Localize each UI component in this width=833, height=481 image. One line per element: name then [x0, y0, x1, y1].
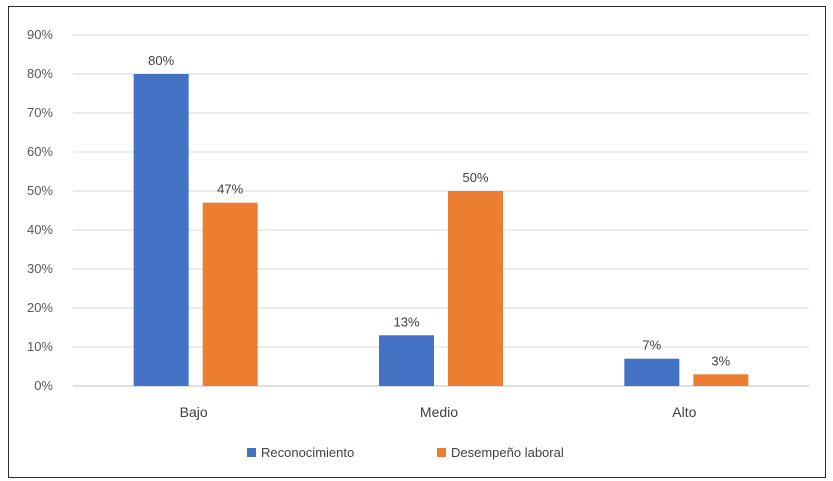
bar-desempeno-laboral-alto — [693, 374, 749, 386]
chart-frame: 0% 10% 20% 30% 40% 50% 60% 70% 80% 90% 80% 47% 13% 5… — [8, 6, 826, 478]
bar-reconocimiento-bajo — [133, 74, 189, 386]
data-label: 80% — [148, 53, 174, 68]
category-label-bajo: Bajo — [180, 404, 208, 420]
data-label: 50% — [462, 170, 488, 185]
bar-chart: 0% 10% 20% 30% 40% 50% 60% 70% 80% 90% 80% 47% 13% 5… — [27, 27, 809, 460]
category-label-medio: Medio — [420, 404, 458, 420]
y-tick-label: 10% — [27, 339, 53, 354]
bar-desempeno-laboral-bajo — [202, 202, 258, 386]
y-tick-label: 60% — [27, 144, 53, 159]
gridlines — [73, 34, 809, 387]
y-tick-label: 30% — [27, 261, 53, 276]
data-label: 3% — [711, 353, 730, 368]
bar-desempeno-laboral-medio — [448, 191, 503, 386]
y-axis-ticks: 0% 10% 20% 30% 40% 50% 60% 70% 80% 90% — [27, 27, 53, 393]
legend-label: Reconocimiento — [261, 445, 354, 460]
bars — [133, 74, 749, 386]
category-label-alto: Alto — [672, 404, 696, 420]
y-tick-label: 20% — [27, 300, 53, 315]
y-tick-label: 0% — [34, 378, 53, 393]
data-labels: 80% 47% 13% 50% 7% 3% — [148, 53, 731, 368]
data-label: 47% — [217, 182, 243, 197]
y-tick-label: 70% — [27, 105, 53, 120]
legend-swatch — [437, 448, 446, 457]
y-tick-label: 40% — [27, 222, 53, 237]
legend: Reconocimiento Desempeño laboral — [247, 445, 564, 460]
category-labels: Bajo Medio Alto — [180, 404, 697, 420]
y-tick-label: 80% — [27, 66, 53, 81]
data-label: 7% — [642, 338, 661, 353]
y-tick-label: 90% — [27, 27, 53, 42]
legend-label: Desempeño laboral — [451, 445, 564, 460]
data-label: 13% — [393, 314, 419, 329]
bar-reconocimiento-medio — [379, 335, 434, 386]
bar-reconocimiento-alto — [624, 358, 680, 386]
y-tick-label: 50% — [27, 183, 53, 198]
legend-swatch — [247, 448, 256, 457]
